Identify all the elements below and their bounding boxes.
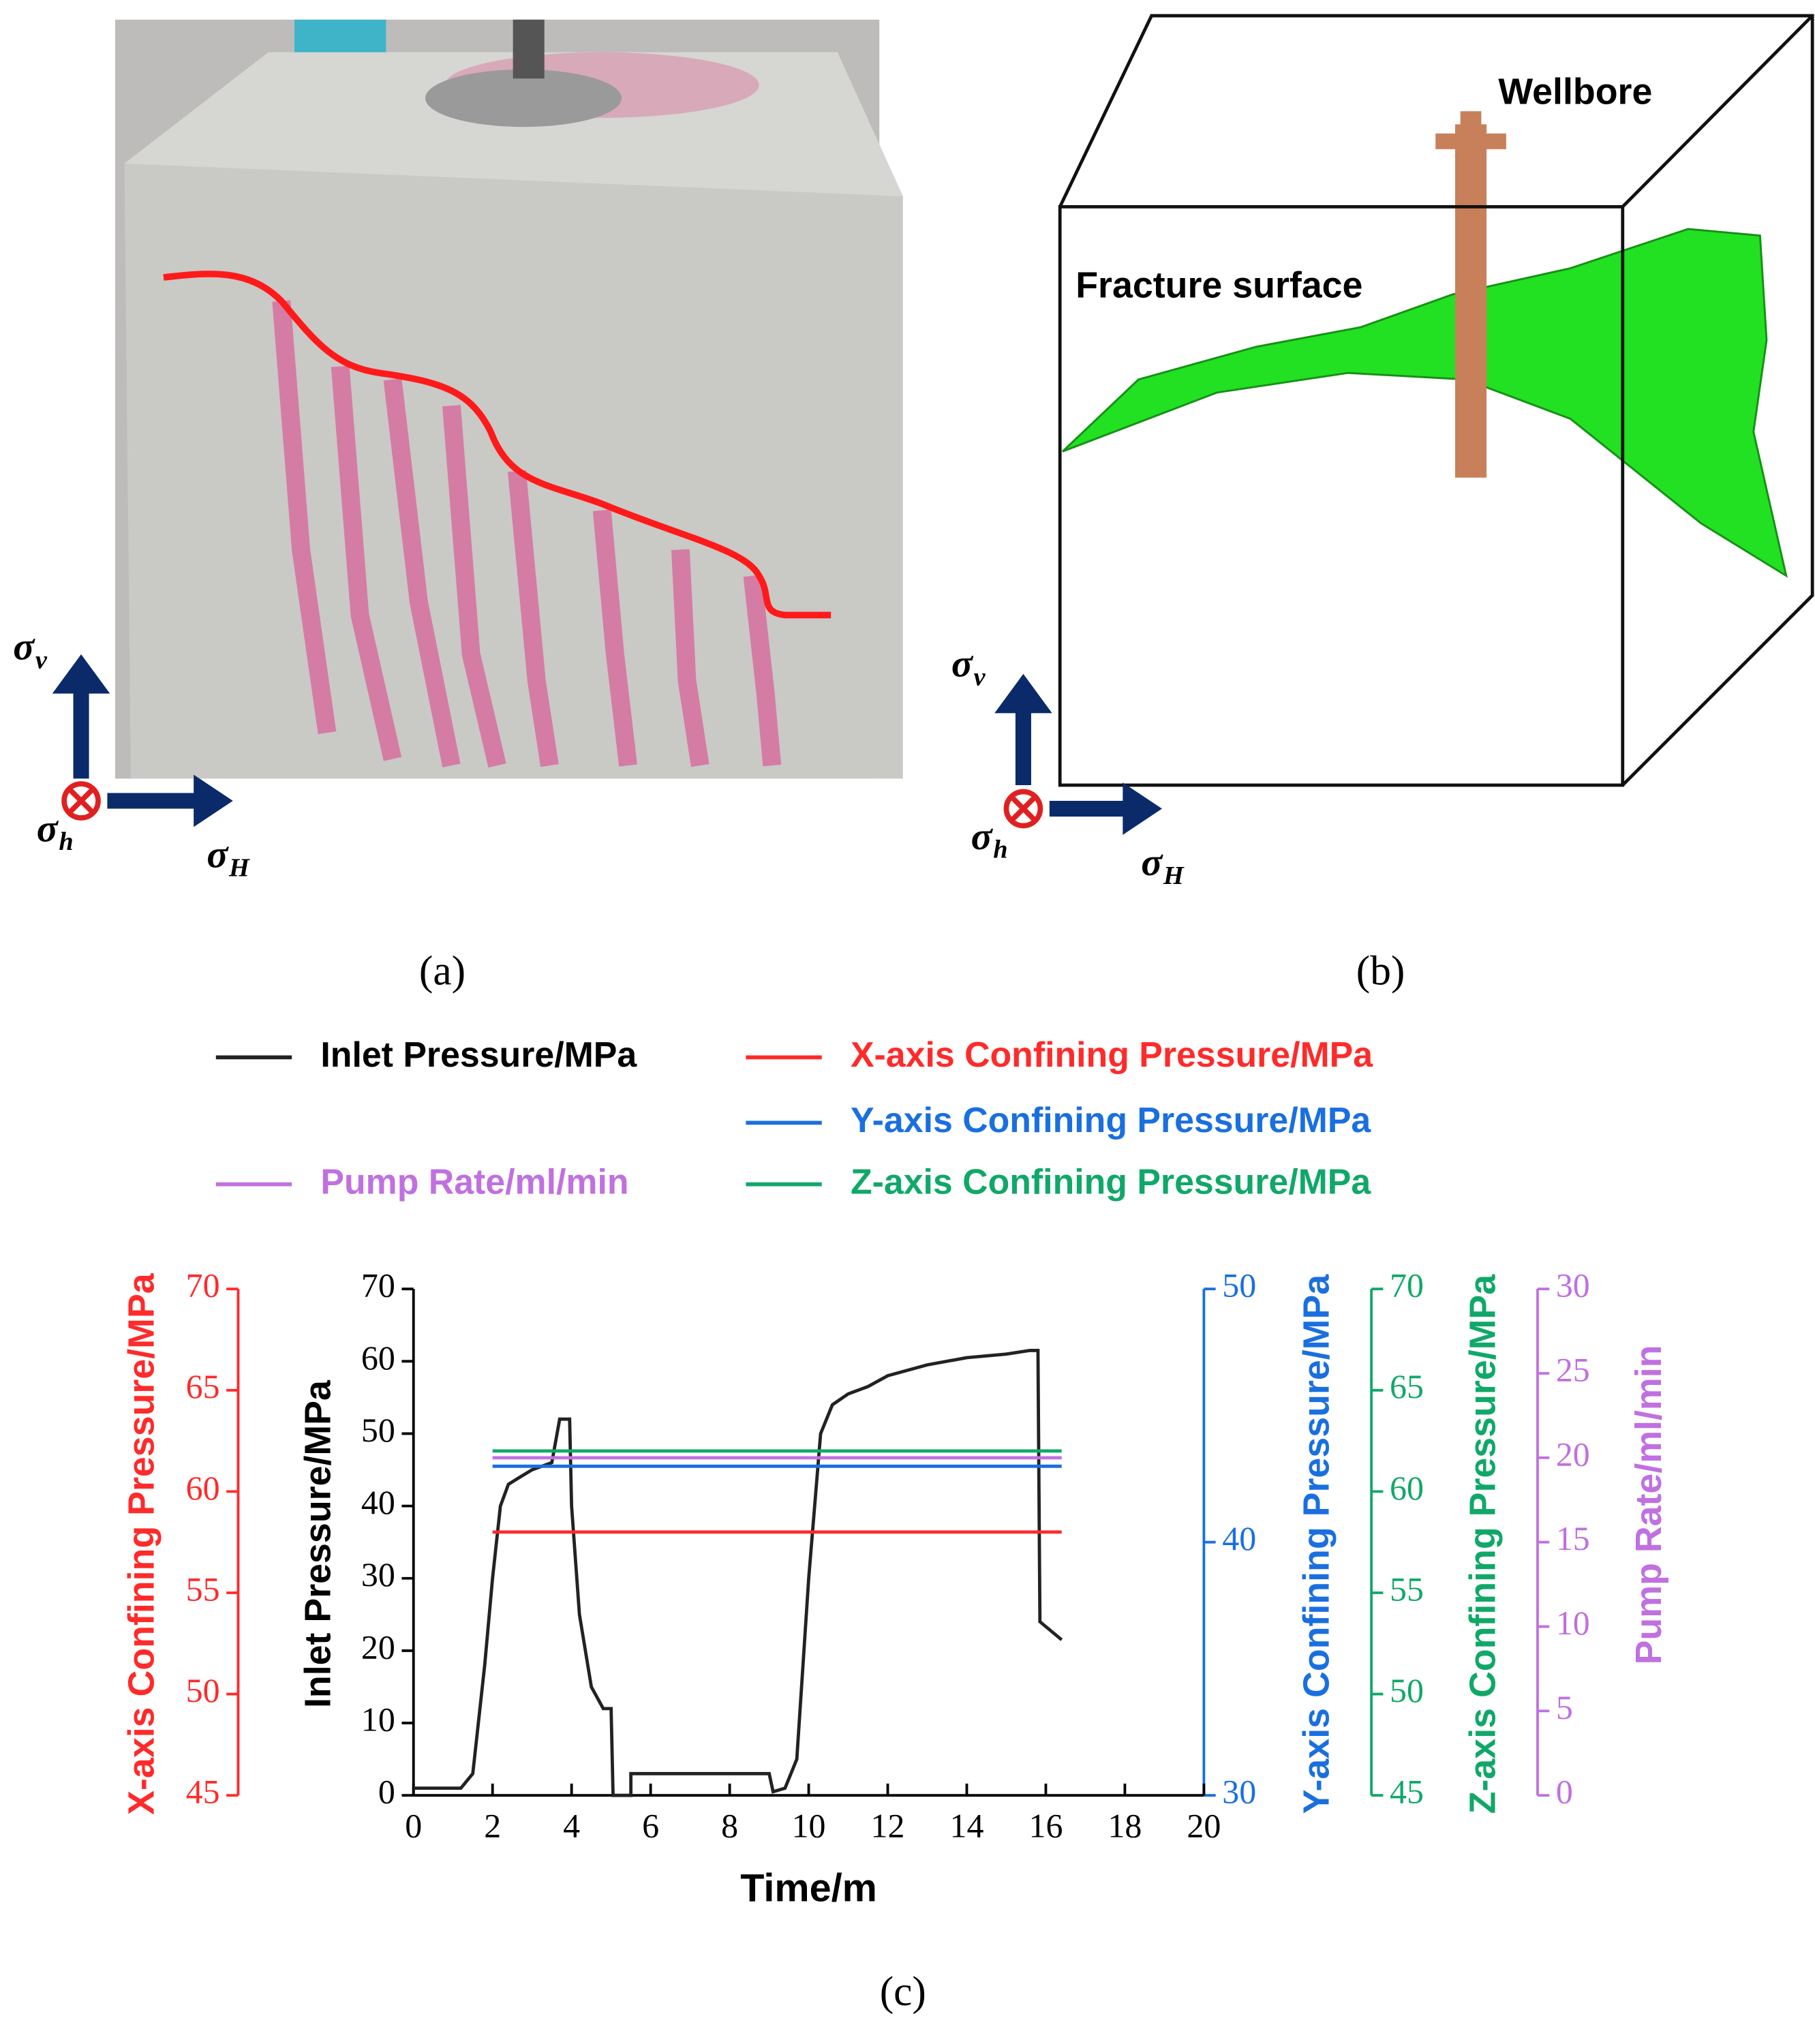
y-tick-label: 60	[361, 1339, 395, 1377]
stress-subscript: h	[993, 836, 1007, 864]
y-tick-label: 50	[186, 1672, 220, 1709]
x-tick-label: 2	[484, 1807, 501, 1845]
photo-panel	[115, 19, 903, 779]
y-tick-label: 55	[186, 1570, 220, 1608]
cross	[1009, 795, 1037, 823]
stress-subscript: H	[228, 854, 250, 883]
y-tick-label: 30	[1222, 1773, 1256, 1811]
box-front	[1058, 204, 1625, 787]
x-tick-label: 10	[792, 1807, 826, 1845]
legend-label: Inlet Pressure/MPa	[320, 1035, 637, 1074]
series-line	[413, 1349, 1063, 1797]
stress-subscript: v	[35, 645, 48, 674]
y-tick-label: 30	[1556, 1267, 1590, 1305]
y-tick-label: 50	[1222, 1267, 1256, 1305]
arrow-head	[52, 654, 110, 694]
y-tick-label: 40	[1222, 1520, 1256, 1557]
arrow-head	[1123, 782, 1162, 835]
y-tick-label: 60	[186, 1469, 220, 1507]
wellbore	[1455, 124, 1487, 478]
x-axis-label: Time/m	[740, 1867, 877, 1910]
x-tick-label: 6	[642, 1807, 659, 1845]
stress-subscript: v	[973, 662, 986, 691]
cross	[67, 787, 95, 815]
y-tick-label: 70	[186, 1267, 220, 1305]
stress-symbol: σ	[971, 815, 994, 858]
x-tick-label: 8	[721, 1807, 738, 1845]
y-tick-label: 15	[1556, 1520, 1590, 1557]
y-tick-label: 10	[361, 1701, 395, 1739]
block-front	[124, 52, 903, 779]
caption: (a)	[419, 947, 466, 994]
y-tick-label: 50	[361, 1412, 395, 1449]
y-tick-label: 70	[361, 1267, 395, 1305]
stress-symbol: σ	[1141, 841, 1163, 884]
y-tick-label: 55	[1390, 1570, 1424, 1608]
stress-subscript: h	[59, 827, 73, 856]
caption: (c)	[880, 1968, 926, 2015]
stress-symbol: σ	[37, 807, 59, 850]
y-tick-label: 30	[361, 1556, 395, 1593]
y-tick-label: 65	[1390, 1368, 1424, 1405]
y-axis-label: X-axis Confining Pressure/MPa	[121, 1272, 162, 1815]
wellhead-plate	[425, 69, 622, 127]
stress-axes-b	[994, 673, 1162, 835]
y-axis-label: Pump Rate/ml/min	[1628, 1345, 1669, 1665]
stress-symbol: σ	[207, 834, 229, 876]
x-tick-label: 4	[563, 1807, 580, 1845]
x-tick-label: 16	[1028, 1807, 1063, 1845]
y-tick-label: 50	[1390, 1672, 1424, 1709]
pink-streaks	[272, 300, 782, 768]
wellbore-cap	[1435, 133, 1506, 149]
caption: (b)	[1356, 947, 1405, 994]
stress-symbol: σ	[13, 625, 35, 668]
fracture-surface	[1062, 228, 1788, 578]
legend-label: Pump Rate/ml/min	[320, 1161, 628, 1201]
y-tick-label: 0	[378, 1773, 395, 1811]
wellhead	[513, 19, 545, 79]
wellbore-top	[1460, 111, 1482, 135]
arrow-head	[994, 673, 1052, 714]
y-axis-label: Y-axis Confining Pressure/MPa	[1296, 1274, 1337, 1814]
legend-label: X-axis Confining Pressure/MPa	[851, 1035, 1373, 1074]
fracture-trace	[163, 271, 832, 619]
x-tick-label: 20	[1187, 1807, 1221, 1845]
y-tick-label: 20	[1556, 1435, 1590, 1473]
y-tick-label: 65	[186, 1368, 220, 1405]
y-tick-label: 10	[1556, 1604, 1590, 1642]
fracture-label: Fracture surface	[1076, 265, 1362, 306]
y-tick-label: 5	[1556, 1689, 1573, 1726]
model-panel	[1058, 14, 1814, 787]
y-axis-label: Z-axis Confining Pressure/MPa	[1462, 1274, 1503, 1814]
wellbore-label: Wellbore	[1498, 71, 1652, 112]
x-tick-label: 14	[950, 1807, 984, 1845]
y-tick-label: 60	[1390, 1469, 1424, 1507]
stress-subscript: H	[1163, 861, 1185, 890]
y-axis-label: Inlet Pressure/MPa	[298, 1379, 339, 1708]
legend-label: Z-axis Confining Pressure/MPa	[851, 1161, 1371, 1201]
y-tick-label: 20	[361, 1628, 395, 1666]
legend-label: Y-axis Confining Pressure/MPa	[851, 1100, 1371, 1140]
stress-symbol: σ	[951, 642, 974, 685]
y-tick-label: 40	[361, 1484, 395, 1521]
y-tick-label: 0	[1556, 1773, 1573, 1811]
x-tick-label: 0	[405, 1807, 422, 1845]
stress-axes-a	[52, 654, 233, 827]
y-tick-label: 45	[1390, 1773, 1424, 1811]
box-edges	[1058, 14, 1814, 787]
arrow-head	[194, 774, 233, 827]
y-tick-label: 70	[1390, 1267, 1424, 1305]
x-tick-label: 12	[871, 1807, 905, 1845]
y-tick-label: 25	[1556, 1351, 1590, 1388]
x-tick-label: 18	[1108, 1807, 1142, 1845]
y-tick-label: 45	[186, 1773, 220, 1811]
